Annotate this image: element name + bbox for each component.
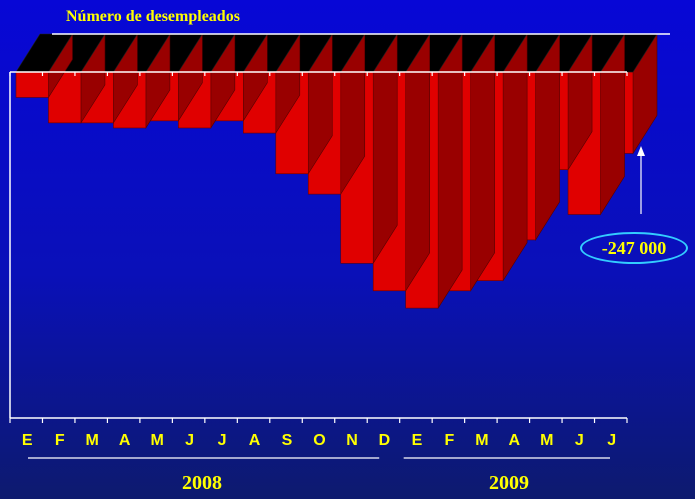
x-tick-label: J (217, 432, 227, 449)
x-tick-label: E (21, 432, 33, 449)
x-tick-label: O (313, 432, 326, 449)
bar-0 (15, 32, 74, 99)
x-tick-label: M (150, 432, 164, 449)
x-tick-label: M (85, 432, 99, 449)
axes (9, 33, 670, 459)
year-label-2009: 2009 (489, 472, 529, 494)
x-tick-label: D (378, 432, 391, 449)
annotation-callout: -247 000 (580, 232, 688, 264)
annotation-arrow-head (637, 146, 645, 156)
x-tick-label: A (248, 432, 261, 449)
x-tick-label: M (540, 432, 554, 449)
x-tick-label: S (281, 432, 293, 449)
chart-title: Número de desempleados (66, 8, 240, 25)
year-label-2008: 2008 (182, 472, 222, 494)
x-tick-label: J (185, 432, 195, 449)
x-tick-label: N (346, 432, 358, 449)
x-tick-label: F (444, 432, 455, 449)
bar-10 (340, 32, 398, 265)
x-tick-label: A (508, 432, 521, 449)
x-tick-label: J (574, 432, 584, 449)
x-tick-label: M (475, 432, 489, 449)
x-tick-label: J (607, 432, 617, 449)
bar-group (15, 32, 658, 310)
x-tick-label: E (411, 432, 423, 449)
x-tick-label: F (54, 432, 65, 449)
x-tick-label: A (118, 432, 131, 449)
